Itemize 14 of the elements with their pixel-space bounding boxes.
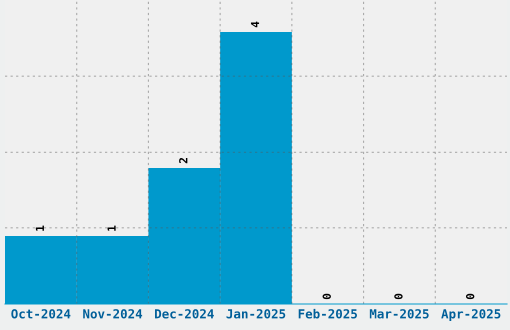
- x-tick-label: Mar-2025: [370, 309, 429, 319]
- x-tick-label: Feb-2025: [298, 308, 357, 319]
- data-label: 4: [250, 22, 260, 28]
- data-label: 1: [36, 226, 44, 231]
- data-label: 0: [322, 294, 331, 300]
- x-tick-label: Apr-2025: [441, 309, 500, 321]
- data-label: 0: [394, 294, 403, 300]
- data-label: 2: [179, 158, 188, 164]
- x-tick-label: Dec-2024: [155, 309, 214, 319]
- x-tick-label: Oct-2024: [11, 309, 70, 319]
- data-label: 1: [108, 226, 116, 231]
- x-tick-label: Jan-2025: [226, 309, 286, 319]
- data-label: 0: [466, 294, 474, 300]
- x-tick-label: Nov-2024: [83, 309, 142, 319]
